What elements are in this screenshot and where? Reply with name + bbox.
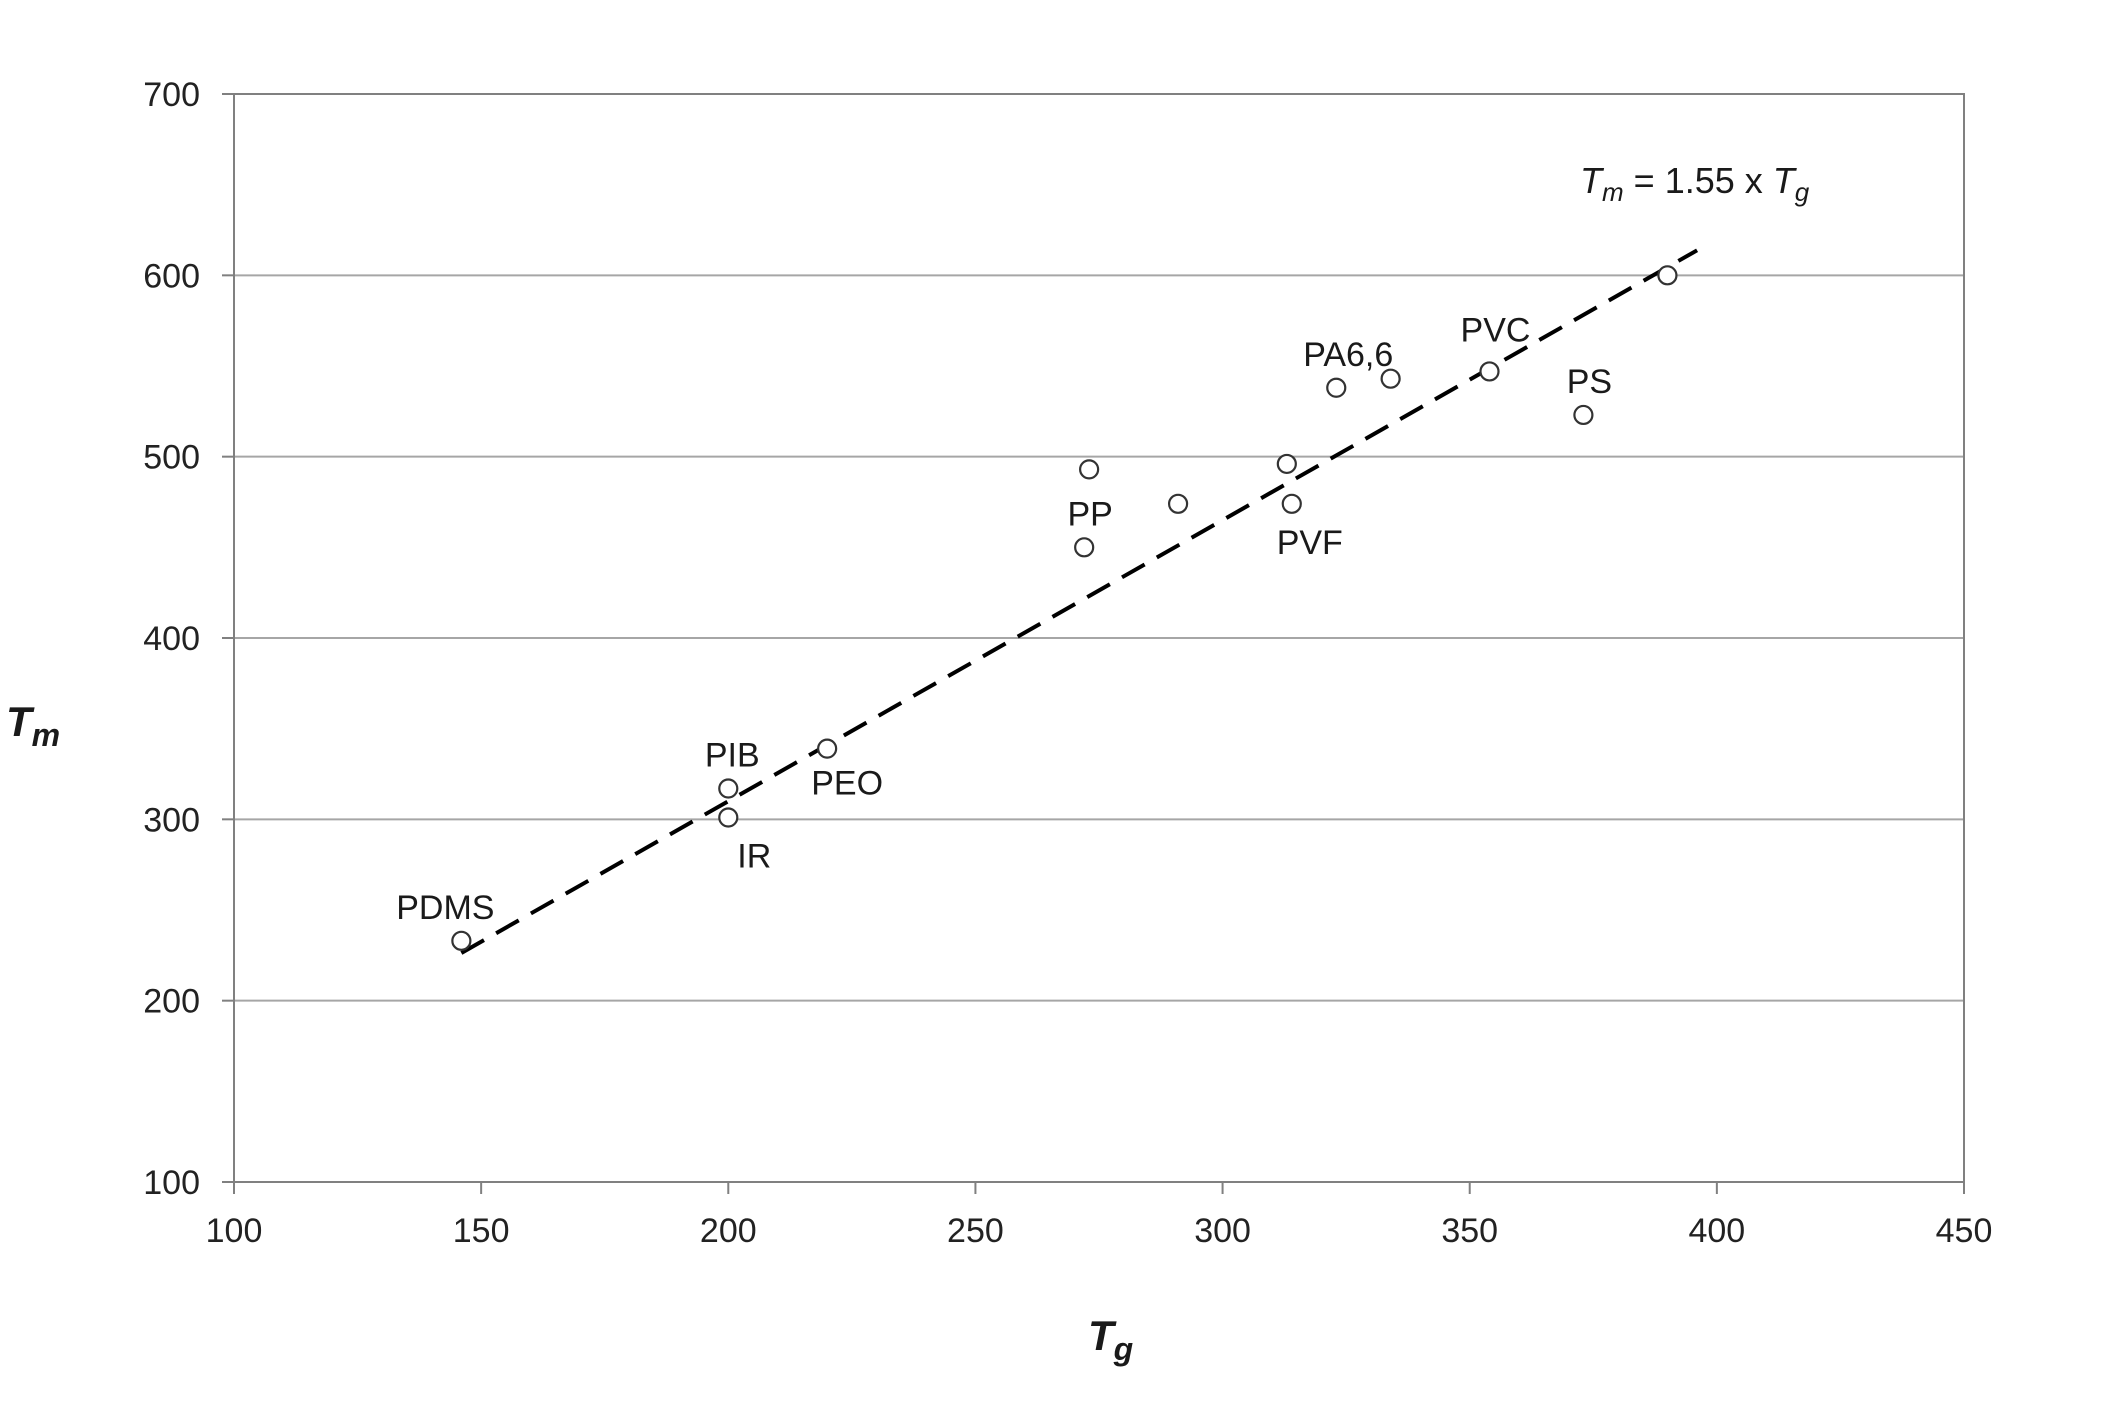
y-axis-title-base: T (6, 698, 35, 745)
data-point-2 (718, 778, 739, 799)
y-tick-label-200: 200 (143, 983, 200, 1021)
equation-lhs-base: T (1580, 160, 1605, 201)
equation-rhs-sub: g (1795, 177, 1810, 207)
data-points (451, 265, 1678, 951)
point-label-4: PEO (811, 765, 883, 803)
data-point-12 (1479, 361, 1500, 382)
x-tick-label-400: 400 (1688, 1212, 1745, 1250)
data-point-5 (1074, 537, 1095, 558)
x-tick-label-200: 200 (700, 1212, 757, 1250)
data-point-13 (1573, 404, 1594, 426)
point-label-12: PVC (1461, 311, 1531, 349)
x-axis-title: Tg (1088, 1312, 1133, 1367)
y-axis-title: Tm (6, 698, 60, 753)
x-tick-label-100: 100 (206, 1212, 263, 1250)
y-tick-label-100: 100 (143, 1164, 200, 1202)
x-axis-title-sub: g (1113, 1331, 1134, 1367)
data-point-8 (1276, 453, 1297, 475)
y-axis-title-sub: m (32, 717, 60, 753)
x-tick-label-350: 350 (1441, 1212, 1498, 1250)
trendline-equation: Tm = 1.55 x Tg (1580, 160, 1810, 207)
data-point-9 (1281, 493, 1302, 514)
x-tick-label-450: 450 (1936, 1212, 1993, 1250)
y-tick-label-500: 500 (143, 439, 200, 477)
x-tick-label-150: 150 (453, 1212, 510, 1250)
y-axis: 100 200 300 400 500 600 700 (143, 76, 234, 1202)
trend-line (460, 248, 1699, 955)
data-point-11 (1380, 368, 1401, 389)
data-point-4 (817, 738, 838, 759)
equation-rhs-base: T (1773, 160, 1798, 201)
gridlines (234, 274, 1964, 1002)
data-point-3 (718, 807, 739, 828)
equation-lhs-sub: m (1602, 177, 1624, 207)
x-tick-label-300: 300 (1194, 1212, 1251, 1250)
point-labels: PDMS PIB IR PEO PP PVF PA6,6 PVC PS (396, 311, 1612, 926)
y-tick-label-600: 600 (143, 257, 200, 295)
x-axis: 100 150 200 250 300 350 400 450 (206, 1182, 1993, 1250)
x-tick-label-250: 250 (947, 1212, 1004, 1250)
point-label-3: IR (737, 838, 771, 876)
data-point-14 (1657, 265, 1678, 286)
point-label-13: PS (1567, 363, 1612, 401)
y-tick-label-300: 300 (143, 801, 200, 839)
point-label-1: PDMS (396, 889, 494, 927)
data-point-6 (1079, 459, 1100, 480)
data-point-7 (1167, 493, 1189, 514)
data-point-1 (451, 930, 472, 951)
y-tick-label-700: 700 (143, 76, 200, 114)
point-label-9: PVF (1277, 524, 1343, 562)
point-label-2: PIB (705, 737, 760, 775)
x-axis-title-base: T (1088, 1312, 1117, 1359)
y-tick-label-400: 400 (143, 620, 200, 658)
point-label-10: PA6,6 (1303, 336, 1393, 374)
point-label-5: PP (1067, 495, 1112, 533)
equation-middle: = 1.55 x (1624, 160, 1773, 201)
data-point-10 (1326, 377, 1347, 398)
